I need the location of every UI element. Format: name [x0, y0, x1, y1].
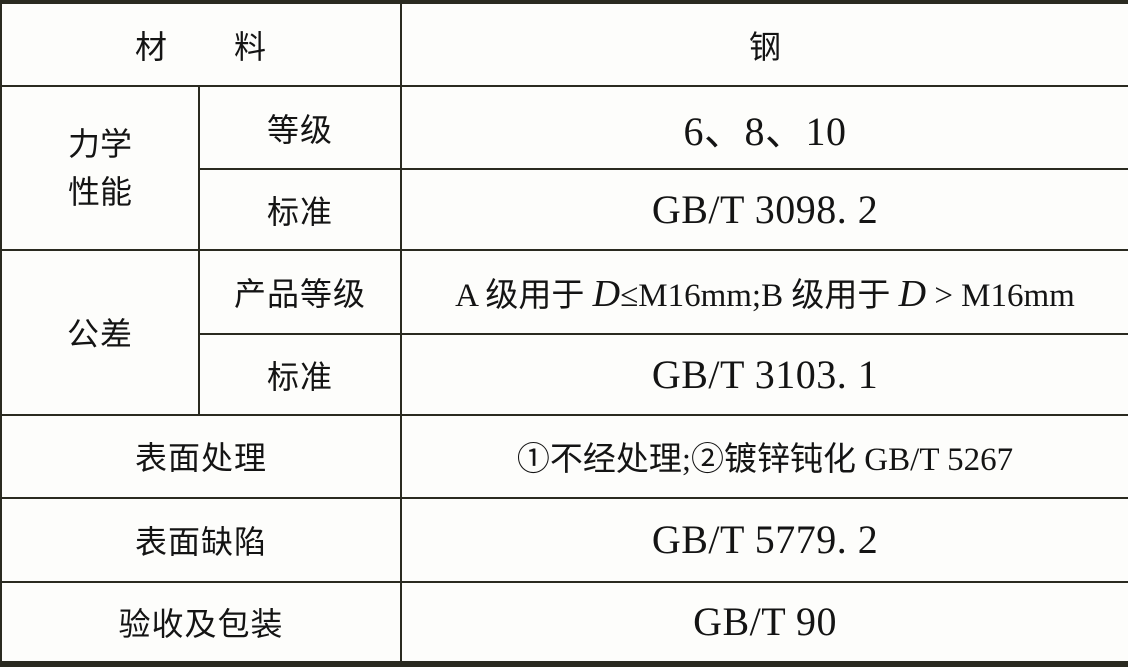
- grade-label-cell: 等级: [197, 85, 403, 171]
- product-grade-value: A 级用于 D≤M16mm;B 级用于 D > M16mm: [455, 275, 1075, 315]
- product-grade-value-prefix: A 级用于: [455, 278, 593, 315]
- material-label: 材 料: [135, 28, 268, 65]
- material-row: 材 料 钢: [0, 0, 1128, 88]
- material-value: 钢: [749, 28, 782, 65]
- surface-defects-value-cell: GB/T 5779. 2: [400, 496, 1128, 583]
- product-grade-value-suffix: > M16mm: [926, 278, 1075, 315]
- material-value-cell: 钢: [400, 0, 1128, 88]
- surface-treatment-label: 表面处理: [135, 440, 268, 477]
- product-grade-value-mid: ≤M16mm;B 级用于: [620, 278, 899, 315]
- acceptance-value-cell: GB/T 90: [400, 580, 1128, 666]
- surface-defects-value: GB/T 5779. 2: [651, 517, 879, 563]
- mech-standard-value-cell: GB/T 3098. 2: [400, 168, 1128, 252]
- mechanical-grade-row: 力学 性能 等级 6、8、10: [0, 85, 1128, 252]
- tolerance-standard-label-cell: 标准: [197, 333, 403, 416]
- tolerance-standard-row: 标准 GB/T 3103. 1: [1, 333, 1128, 416]
- mech-standard-label: 标准: [267, 193, 334, 230]
- grade-value: 6、8、10: [683, 108, 847, 154]
- surface-treatment-label-cell: 表面处理: [0, 413, 403, 499]
- product-grade-value-d1: D: [592, 273, 621, 316]
- surface-treatment-value-cell: ①不经处理;②镀锌钝化 GB/T 5267: [400, 413, 1128, 499]
- mech-standard-label-cell: 标准: [197, 168, 403, 252]
- grade-label: 等级: [267, 111, 334, 148]
- grade-value-cell: 6、8、10: [400, 85, 1128, 171]
- surface-defects-label: 表面缺陷: [135, 523, 268, 560]
- acceptance-label: 验收及包装: [118, 605, 284, 642]
- mech-standard-value: GB/T 3098. 2: [651, 187, 879, 233]
- tolerance-standard-value: GB/T 3103. 1: [651, 352, 879, 398]
- material-label-cell: 材 料: [0, 0, 403, 88]
- product-grade-value-d2: D: [898, 273, 927, 316]
- tolerance-group-label: 公差: [66, 316, 133, 353]
- acceptance-value: GB/T 90: [693, 599, 837, 645]
- acceptance-label-cell: 验收及包装: [0, 580, 403, 666]
- tolerance-product-grade-row: 公差 产品等级 A 级用于 D≤M16mm;B 级用于 D > M16mm: [0, 249, 1128, 416]
- mechanical-standard-row: 标准 GB/T 3098. 2: [1, 168, 1128, 252]
- tolerance-standard-label: 标准: [267, 358, 334, 395]
- surface-treatment-row: 表面处理 ①不经处理;②镀锌钝化 GB/T 5267: [0, 413, 1128, 499]
- mechanical-group-cell: 力学 性能: [0, 85, 200, 252]
- mechanical-group-line2: 性能: [67, 174, 132, 211]
- mechanical-group-label: 力学 性能: [3, 120, 197, 216]
- product-grade-value-cell: A 级用于 D≤M16mm;B 级用于 D > M16mm: [400, 249, 1128, 336]
- tolerance-group-cell: 公差: [0, 249, 200, 416]
- mechanical-group-line1: 力学: [67, 126, 132, 163]
- product-grade-label: 产品等级: [234, 276, 367, 313]
- surface-defects-row: 表面缺陷 GB/T 5779. 2: [0, 496, 1128, 583]
- surface-defects-label-cell: 表面缺陷: [0, 496, 403, 583]
- acceptance-packaging-row: 验收及包装 GB/T 90: [0, 580, 1128, 666]
- product-grade-label-cell: 产品等级: [197, 249, 403, 336]
- tolerance-standard-value-cell: GB/T 3103. 1: [400, 333, 1128, 416]
- surface-treatment-value: ①不经处理;②镀锌钝化 GB/T 5267: [516, 442, 1014, 479]
